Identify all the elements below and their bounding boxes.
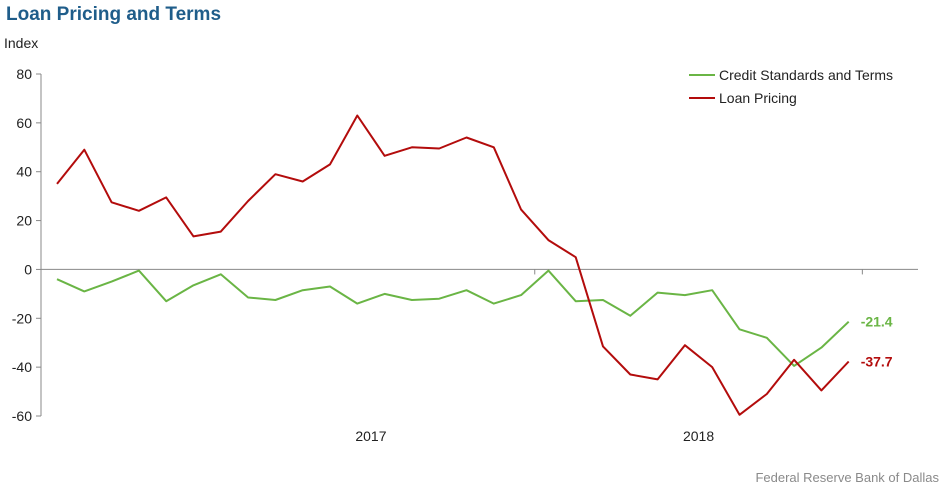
- chart-title: Loan Pricing and Terms: [6, 4, 222, 25]
- series-line-credit-standards: [56, 269, 850, 367]
- end-value-label: -37.7: [861, 354, 893, 370]
- x-tick-label: 2017: [355, 428, 386, 444]
- source-note: Federal Reserve Bank of Dallas: [755, 470, 939, 485]
- y-tick-label: 0: [24, 261, 32, 277]
- x-tick-label: 2018: [683, 428, 714, 444]
- y-tick-label: -40: [12, 359, 32, 375]
- y-tick-label: -20: [12, 310, 32, 326]
- y-tick-label: 60: [16, 115, 32, 131]
- legend-label: Credit Standards and Terms: [719, 67, 893, 83]
- series-line-loan-pricing: [56, 114, 850, 416]
- y-tick-label: 40: [16, 164, 32, 180]
- y-axis-label: Index: [4, 35, 38, 51]
- y-tick-label: -60: [12, 408, 32, 424]
- y-tick-label: 80: [16, 66, 32, 82]
- y-tick-label: 20: [16, 213, 32, 229]
- legend-label: Loan Pricing: [719, 90, 797, 106]
- end-value-label: -21.4: [861, 314, 893, 330]
